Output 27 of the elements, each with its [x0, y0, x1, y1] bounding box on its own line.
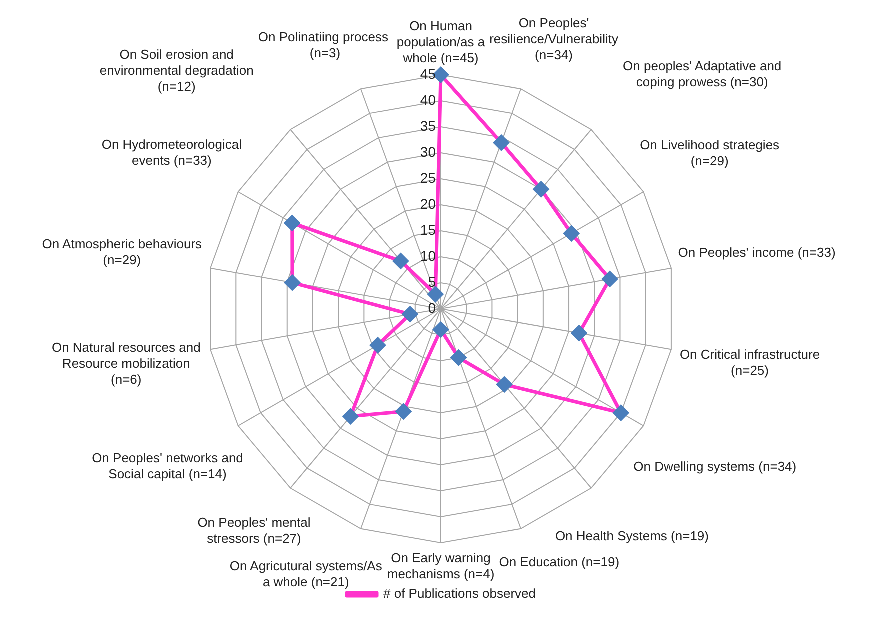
y-tick-label: 45	[420, 66, 436, 82]
spoke-label: On Hydrometeorological events (n=33)	[102, 137, 242, 168]
y-tick-label: 35	[420, 118, 436, 134]
spoke-label: On Agricutural systems/As a whole (n=21)	[230, 558, 383, 590]
spoke-label: On Human population/as a whole (n=45)	[396, 18, 486, 66]
y-tick-label: 0	[428, 300, 436, 316]
spoke-label: On Peoples' income (n=33)	[678, 244, 836, 260]
spoke-label: On Peoples' networks and Social capital (n=14)	[92, 450, 244, 482]
spoke-label: On Health Systems (n=19)	[555, 528, 709, 544]
spoke-label: On Atmospheric behaviours (n=29)	[42, 236, 202, 268]
y-tick-label: 15	[420, 222, 436, 238]
spoke-label: On Peoples' resilience/Vulnerability (n=34)	[490, 15, 619, 62]
legend-label: # of Publications observed	[384, 586, 536, 602]
y-tick-label: 40	[420, 92, 436, 108]
y-tick-label: 20	[420, 196, 436, 212]
y-tick-label: 25	[420, 170, 436, 186]
spoke-label: On Education (n=19)	[499, 554, 620, 570]
spoke-label: On Polinatiing process (n=3)	[258, 30, 392, 61]
spoke-label: On Dwelling systems (n=34)	[634, 458, 797, 474]
spoke-label: On Natural resources and Resource mobilization (n=6)	[52, 340, 201, 388]
spoke-label: On Livelihood strategies (n=29)	[640, 137, 780, 168]
spoke-label: On peoples' Adaptative and coping prowess (n=30)	[623, 58, 782, 90]
spoke-label: On Peoples' mental stressors (n=27)	[198, 515, 311, 546]
spoke-label: On Early warning mechanisms (n=4)	[387, 550, 495, 582]
spoke-label: On Soil erosion and environmental degradation (n=12)	[100, 47, 254, 94]
spoke-label: On Critical infrastructure (n=25)	[680, 347, 820, 378]
y-tick-label: 30	[420, 144, 436, 160]
